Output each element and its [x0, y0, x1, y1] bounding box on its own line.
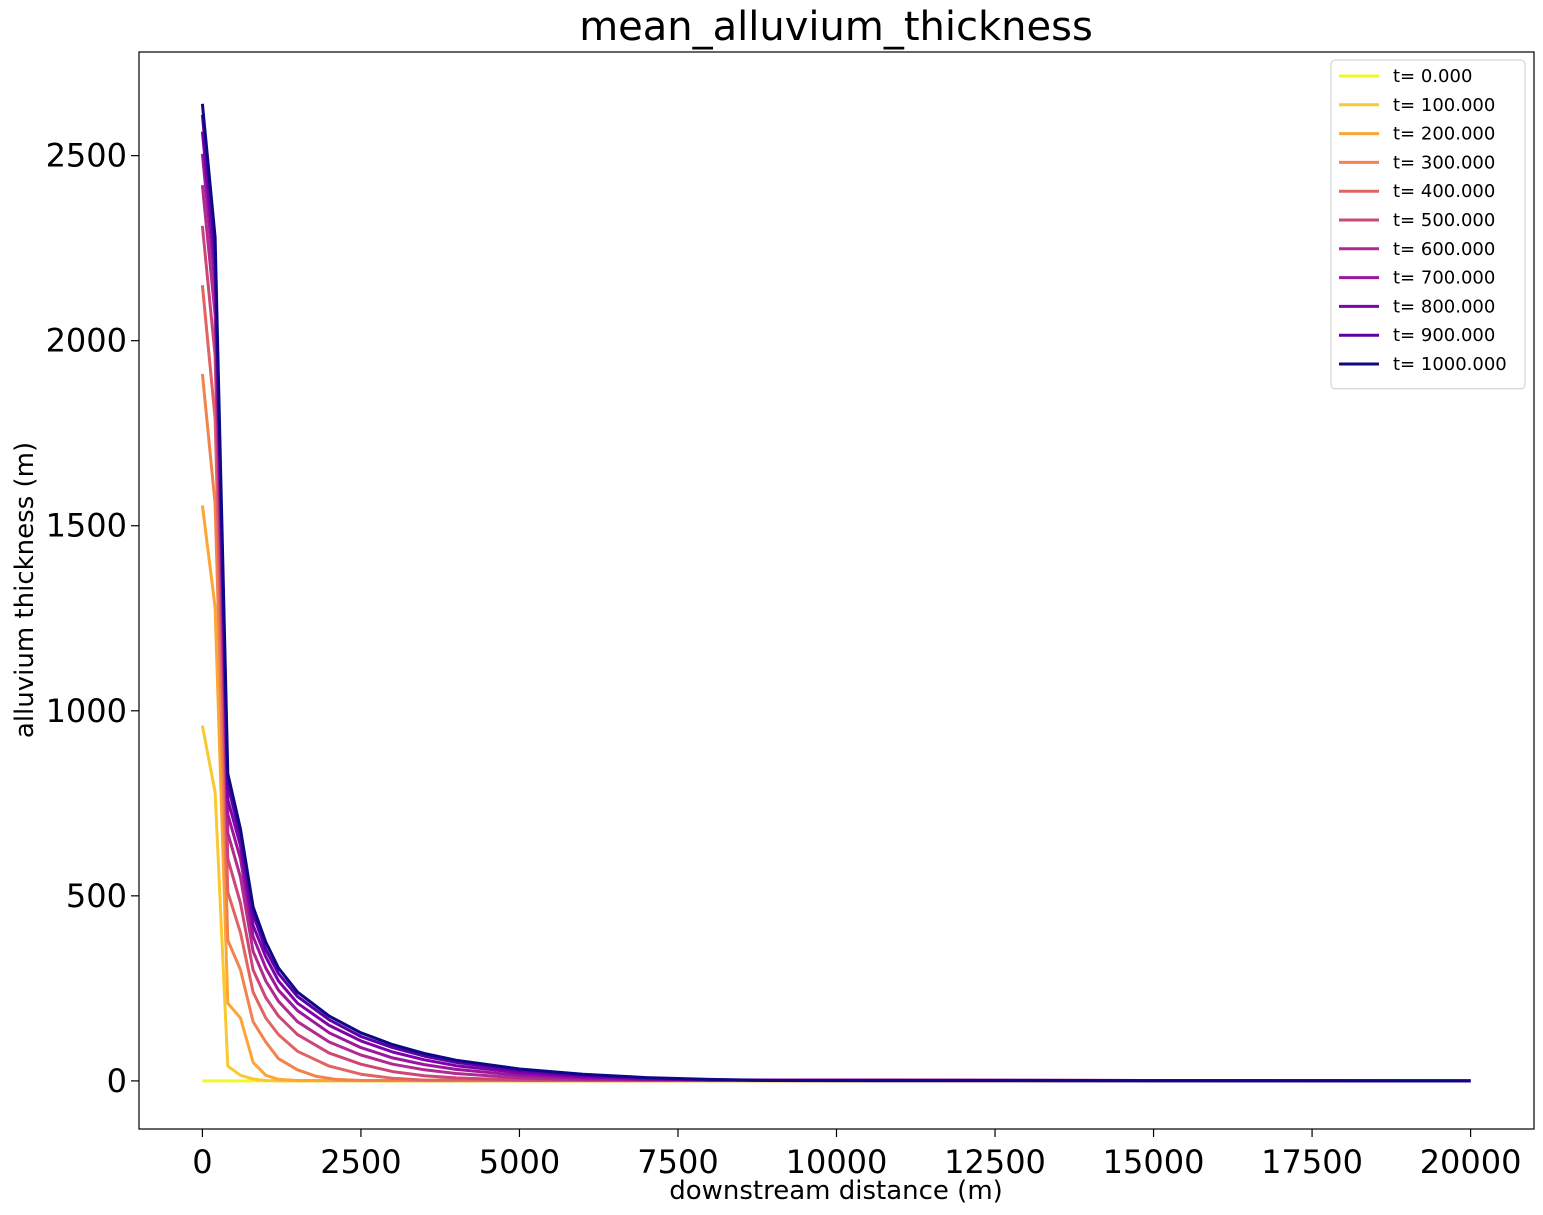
- legend-entry: t= 500.000: [1393, 210, 1495, 231]
- legend-entry: t= 600.000: [1393, 239, 1495, 260]
- y-axis-label: alluvium thickness (m): [10, 442, 40, 738]
- legend-entry: t= 100.000: [1393, 95, 1495, 116]
- y-tick-label: 2000: [46, 322, 127, 360]
- legend-entry: t= 200.000: [1393, 124, 1495, 145]
- x-tick-label: 2500: [320, 1143, 401, 1181]
- y-tick-label: 2500: [46, 137, 127, 175]
- series-line-2: [200, 505, 1471, 1083]
- y-axis: 0 500 1000 1500 2000 2500: [46, 137, 139, 1100]
- series-line-7: [200, 153, 1471, 1083]
- legend-entry: t= 0.000: [1393, 66, 1472, 87]
- legend-entry: t= 900.000: [1393, 325, 1495, 346]
- series-line-10: [200, 103, 1471, 1083]
- series-line-8: [200, 131, 1471, 1083]
- series-line-3: [200, 373, 1471, 1083]
- x-tick-label: 0: [192, 1143, 212, 1181]
- series-line-9: [200, 114, 1471, 1083]
- x-tick-label: 15000: [1103, 1143, 1205, 1181]
- series-line-6: [200, 185, 1471, 1083]
- chart-title: mean_alluvium_thickness: [579, 4, 1093, 50]
- y-tick-label: 0: [107, 1062, 127, 1100]
- legend-entry: t= 400.000: [1393, 181, 1495, 202]
- x-axis-label: downstream distance (m): [669, 1176, 1003, 1206]
- legend-entry: t= 1000.000: [1393, 354, 1507, 375]
- legend-entry: t= 300.000: [1393, 152, 1495, 173]
- series-layer: [200, 103, 1471, 1083]
- legend-box: [1330, 59, 1526, 390]
- x-tick-label: 20000: [1420, 1143, 1522, 1181]
- y-tick-label: 1500: [46, 507, 127, 545]
- x-axis: 0 2500 5000 7500 10000 12500 15000 17500 20000: [192, 1129, 1521, 1181]
- x-tick-label: 7500: [637, 1143, 718, 1181]
- series-line-1: [200, 725, 1471, 1083]
- y-tick-label: 1000: [46, 692, 127, 730]
- legend-entry: t= 700.000: [1393, 268, 1495, 289]
- x-tick-label: 10000: [786, 1143, 888, 1181]
- x-tick-label: 12500: [944, 1143, 1046, 1181]
- legend-entry: t= 800.000: [1393, 296, 1495, 317]
- x-tick-label: 5000: [479, 1143, 560, 1181]
- series-line-4: [200, 285, 1471, 1083]
- y-tick-label: 500: [66, 877, 127, 915]
- x-tick-label: 17500: [1261, 1143, 1363, 1181]
- series-line-5: [200, 225, 1471, 1083]
- plot-frame: [138, 51, 1535, 1130]
- legend: t= 0.000 t= 100.000 t= 200.000 t= 300.000 t=…: [1330, 59, 1526, 390]
